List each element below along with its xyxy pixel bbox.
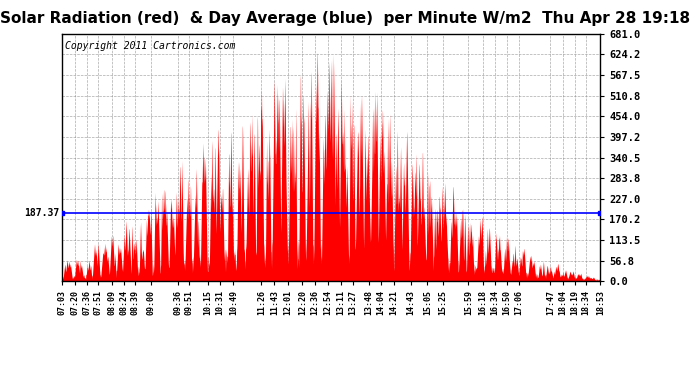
Text: Solar Radiation (red)  & Day Average (blue)  per Minute W/m2  Thu Apr 28 19:18: Solar Radiation (red) & Day Average (blu…: [0, 11, 690, 26]
Text: Copyright 2011 Cartronics.com: Copyright 2011 Cartronics.com: [65, 41, 235, 51]
Text: 187.37: 187.37: [24, 208, 59, 218]
